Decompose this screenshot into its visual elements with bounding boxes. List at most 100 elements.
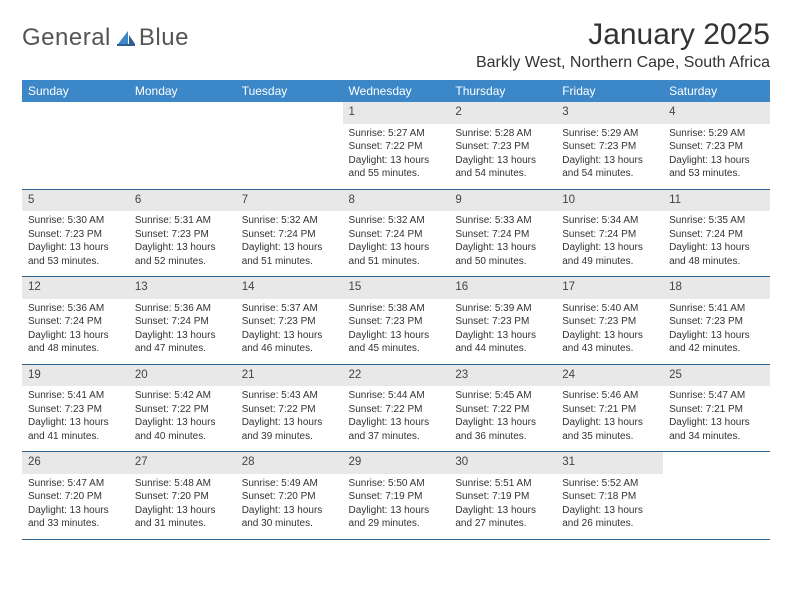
weekday-header: Thursday	[449, 80, 556, 102]
sunrise-text: Sunrise: 5:33 AM	[455, 214, 550, 228]
sunrise-text: Sunrise: 5:34 AM	[562, 214, 657, 228]
day-detail-cell: Sunrise: 5:47 AMSunset: 7:20 PMDaylight:…	[22, 474, 129, 540]
day-detail-cell: Sunrise: 5:41 AMSunset: 7:23 PMDaylight:…	[22, 386, 129, 452]
location-text: Barkly West, Northern Cape, South Africa	[476, 54, 770, 72]
daylight-text: Daylight: 13 hours and 30 minutes.	[242, 504, 337, 531]
daylight-text: Daylight: 13 hours and 50 minutes.	[455, 241, 550, 268]
sunset-text: Sunset: 7:22 PM	[135, 403, 230, 417]
day-detail-cell: Sunrise: 5:51 AMSunset: 7:19 PMDaylight:…	[449, 474, 556, 540]
sunset-text: Sunset: 7:20 PM	[135, 490, 230, 504]
day-detail-cell: Sunrise: 5:29 AMSunset: 7:23 PMDaylight:…	[556, 124, 663, 190]
day-detail-row: Sunrise: 5:36 AMSunset: 7:24 PMDaylight:…	[22, 299, 770, 365]
sunset-text: Sunset: 7:22 PM	[242, 403, 337, 417]
header: General Blue January 2025 Barkly West, N…	[22, 18, 770, 72]
brand-word1: General	[22, 24, 111, 52]
brand-logo: General Blue	[22, 18, 189, 52]
day-detail-row: Sunrise: 5:47 AMSunset: 7:20 PMDaylight:…	[22, 474, 770, 540]
sunrise-text: Sunrise: 5:38 AM	[349, 302, 444, 316]
calendar-table: Sunday Monday Tuesday Wednesday Thursday…	[22, 80, 770, 540]
day-detail-cell: Sunrise: 5:44 AMSunset: 7:22 PMDaylight:…	[343, 386, 450, 452]
day-detail-row: Sunrise: 5:27 AMSunset: 7:22 PMDaylight:…	[22, 124, 770, 190]
day-number-cell: 24	[556, 364, 663, 386]
day-detail-cell	[663, 474, 770, 540]
day-number-cell: 12	[22, 277, 129, 299]
sunrise-text: Sunrise: 5:50 AM	[349, 477, 444, 491]
sunset-text: Sunset: 7:24 PM	[669, 228, 764, 242]
day-detail-cell: Sunrise: 5:45 AMSunset: 7:22 PMDaylight:…	[449, 386, 556, 452]
day-number-cell: 9	[449, 189, 556, 211]
sunrise-text: Sunrise: 5:37 AM	[242, 302, 337, 316]
sunset-text: Sunset: 7:19 PM	[455, 490, 550, 504]
sunrise-text: Sunrise: 5:41 AM	[669, 302, 764, 316]
day-detail-cell: Sunrise: 5:27 AMSunset: 7:22 PMDaylight:…	[343, 124, 450, 190]
day-detail-cell: Sunrise: 5:28 AMSunset: 7:23 PMDaylight:…	[449, 124, 556, 190]
day-number-row: 262728293031	[22, 452, 770, 474]
sunrise-text: Sunrise: 5:32 AM	[349, 214, 444, 228]
sunrise-text: Sunrise: 5:29 AM	[562, 127, 657, 141]
sunset-text: Sunset: 7:24 PM	[349, 228, 444, 242]
daylight-text: Daylight: 13 hours and 33 minutes.	[28, 504, 123, 531]
day-number-cell: 3	[556, 102, 663, 124]
day-number-cell: 6	[129, 189, 236, 211]
day-detail-cell: Sunrise: 5:49 AMSunset: 7:20 PMDaylight:…	[236, 474, 343, 540]
daylight-text: Daylight: 13 hours and 39 minutes.	[242, 416, 337, 443]
day-number-cell	[22, 102, 129, 124]
day-number-cell: 4	[663, 102, 770, 124]
sunset-text: Sunset: 7:23 PM	[28, 228, 123, 242]
weekday-header: Monday	[129, 80, 236, 102]
day-detail-cell: Sunrise: 5:35 AMSunset: 7:24 PMDaylight:…	[663, 211, 770, 277]
day-number-cell: 10	[556, 189, 663, 211]
day-number-cell: 22	[343, 364, 450, 386]
day-number-row: 567891011	[22, 189, 770, 211]
daylight-text: Daylight: 13 hours and 48 minutes.	[28, 329, 123, 356]
brand-sail-icon	[115, 29, 137, 47]
daylight-text: Daylight: 13 hours and 48 minutes.	[669, 241, 764, 268]
sunrise-text: Sunrise: 5:39 AM	[455, 302, 550, 316]
sunrise-text: Sunrise: 5:51 AM	[455, 477, 550, 491]
day-detail-cell: Sunrise: 5:42 AMSunset: 7:22 PMDaylight:…	[129, 386, 236, 452]
sunrise-text: Sunrise: 5:42 AM	[135, 389, 230, 403]
sunset-text: Sunset: 7:22 PM	[349, 403, 444, 417]
sunset-text: Sunset: 7:23 PM	[669, 140, 764, 154]
month-title: January 2025	[476, 18, 770, 52]
sunset-text: Sunset: 7:24 PM	[28, 315, 123, 329]
day-detail-cell: Sunrise: 5:30 AMSunset: 7:23 PMDaylight:…	[22, 211, 129, 277]
sunset-text: Sunset: 7:23 PM	[28, 403, 123, 417]
day-detail-cell: Sunrise: 5:52 AMSunset: 7:18 PMDaylight:…	[556, 474, 663, 540]
weekday-header: Wednesday	[343, 80, 450, 102]
day-detail-cell: Sunrise: 5:32 AMSunset: 7:24 PMDaylight:…	[236, 211, 343, 277]
daylight-text: Daylight: 13 hours and 44 minutes.	[455, 329, 550, 356]
day-number-cell: 17	[556, 277, 663, 299]
daylight-text: Daylight: 13 hours and 34 minutes.	[669, 416, 764, 443]
day-detail-cell: Sunrise: 5:50 AMSunset: 7:19 PMDaylight:…	[343, 474, 450, 540]
weekday-header: Saturday	[663, 80, 770, 102]
day-number-cell: 13	[129, 277, 236, 299]
sunset-text: Sunset: 7:20 PM	[28, 490, 123, 504]
day-number-cell: 16	[449, 277, 556, 299]
day-number-cell: 25	[663, 364, 770, 386]
day-number-cell: 20	[129, 364, 236, 386]
day-number-cell: 28	[236, 452, 343, 474]
sunset-text: Sunset: 7:23 PM	[455, 315, 550, 329]
day-detail-cell: Sunrise: 5:39 AMSunset: 7:23 PMDaylight:…	[449, 299, 556, 365]
daylight-text: Daylight: 13 hours and 27 minutes.	[455, 504, 550, 531]
sunrise-text: Sunrise: 5:31 AM	[135, 214, 230, 228]
daylight-text: Daylight: 13 hours and 43 minutes.	[562, 329, 657, 356]
day-detail-cell	[236, 124, 343, 190]
daylight-text: Daylight: 13 hours and 26 minutes.	[562, 504, 657, 531]
day-detail-cell: Sunrise: 5:38 AMSunset: 7:23 PMDaylight:…	[343, 299, 450, 365]
daylight-text: Daylight: 13 hours and 51 minutes.	[242, 241, 337, 268]
daylight-text: Daylight: 13 hours and 40 minutes.	[135, 416, 230, 443]
day-number-cell: 29	[343, 452, 450, 474]
day-detail-cell: Sunrise: 5:32 AMSunset: 7:24 PMDaylight:…	[343, 211, 450, 277]
day-detail-cell: Sunrise: 5:43 AMSunset: 7:22 PMDaylight:…	[236, 386, 343, 452]
daylight-text: Daylight: 13 hours and 46 minutes.	[242, 329, 337, 356]
day-detail-cell: Sunrise: 5:37 AMSunset: 7:23 PMDaylight:…	[236, 299, 343, 365]
day-number-cell: 11	[663, 189, 770, 211]
sunset-text: Sunset: 7:20 PM	[242, 490, 337, 504]
sunrise-text: Sunrise: 5:46 AM	[562, 389, 657, 403]
daylight-text: Daylight: 13 hours and 53 minutes.	[28, 241, 123, 268]
daylight-text: Daylight: 13 hours and 51 minutes.	[349, 241, 444, 268]
sunrise-text: Sunrise: 5:47 AM	[669, 389, 764, 403]
sunrise-text: Sunrise: 5:36 AM	[28, 302, 123, 316]
